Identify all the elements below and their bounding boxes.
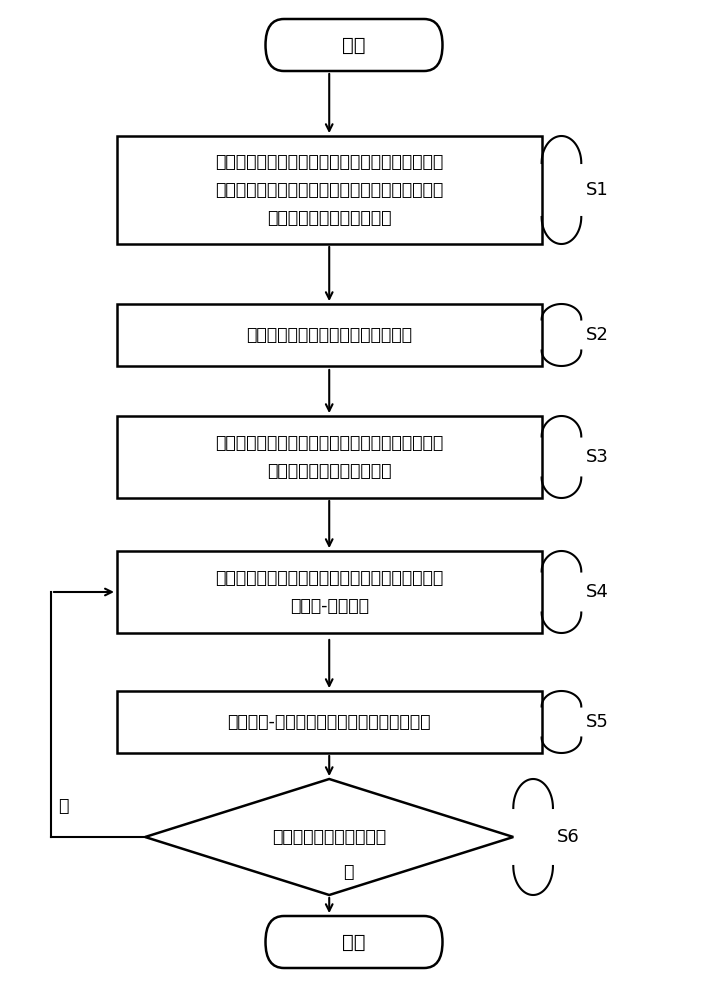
FancyBboxPatch shape — [266, 19, 442, 71]
Text: S6: S6 — [557, 828, 580, 846]
Text: S1: S1 — [586, 181, 608, 199]
Text: 对电阻抗信号进行求幅值和去噪处理: 对电阻抗信号进行求幅值和去噪处理 — [246, 326, 412, 344]
Text: 开始: 开始 — [342, 35, 366, 54]
Text: S2: S2 — [586, 326, 608, 344]
Text: 结束: 结束 — [342, 932, 366, 952]
Bar — [117, 416, 542, 498]
Polygon shape — [145, 779, 513, 895]
Text: S5: S5 — [586, 713, 608, 731]
Text: S4: S4 — [586, 583, 608, 601]
Text: 否: 否 — [59, 797, 69, 815]
Bar — [117, 691, 542, 753]
Text: 四个区域是否均检测完毕: 四个区域是否均检测完毕 — [272, 828, 387, 846]
Text: 根据流量-容积环图获得肺通气功能检测结果: 根据流量-容积环图获得肺通气功能检测结果 — [227, 713, 431, 731]
Text: 是: 是 — [343, 863, 354, 881]
Bar — [117, 304, 542, 366]
Text: 利用加权公式融合各区域的胸阻抗幅值获得反映全
肺通气情况的胸阻抗特征值: 利用加权公式融合各区域的胸阻抗幅值获得反映全 肺通气情况的胸阻抗特征值 — [215, 434, 443, 480]
FancyBboxPatch shape — [266, 916, 442, 968]
Text: 将某一区域的胸阻抗特征值转化为肺容积信息，获
得流量-容积环图: 将某一区域的胸阻抗特征值转化为肺容积信息，获 得流量-容积环图 — [215, 569, 443, 615]
Text: S3: S3 — [586, 448, 608, 466]
Text: 获取电阻抗信号，该电阻抗信号为被测对象一定频
率下在规定动作下采集的胸部左上、左上、右上、
右下四个区域的电阻抗信号: 获取电阻抗信号，该电阻抗信号为被测对象一定频 率下在规定动作下采集的胸部左上、左… — [215, 153, 443, 227]
Bar — [117, 551, 542, 633]
Bar — [117, 136, 542, 244]
